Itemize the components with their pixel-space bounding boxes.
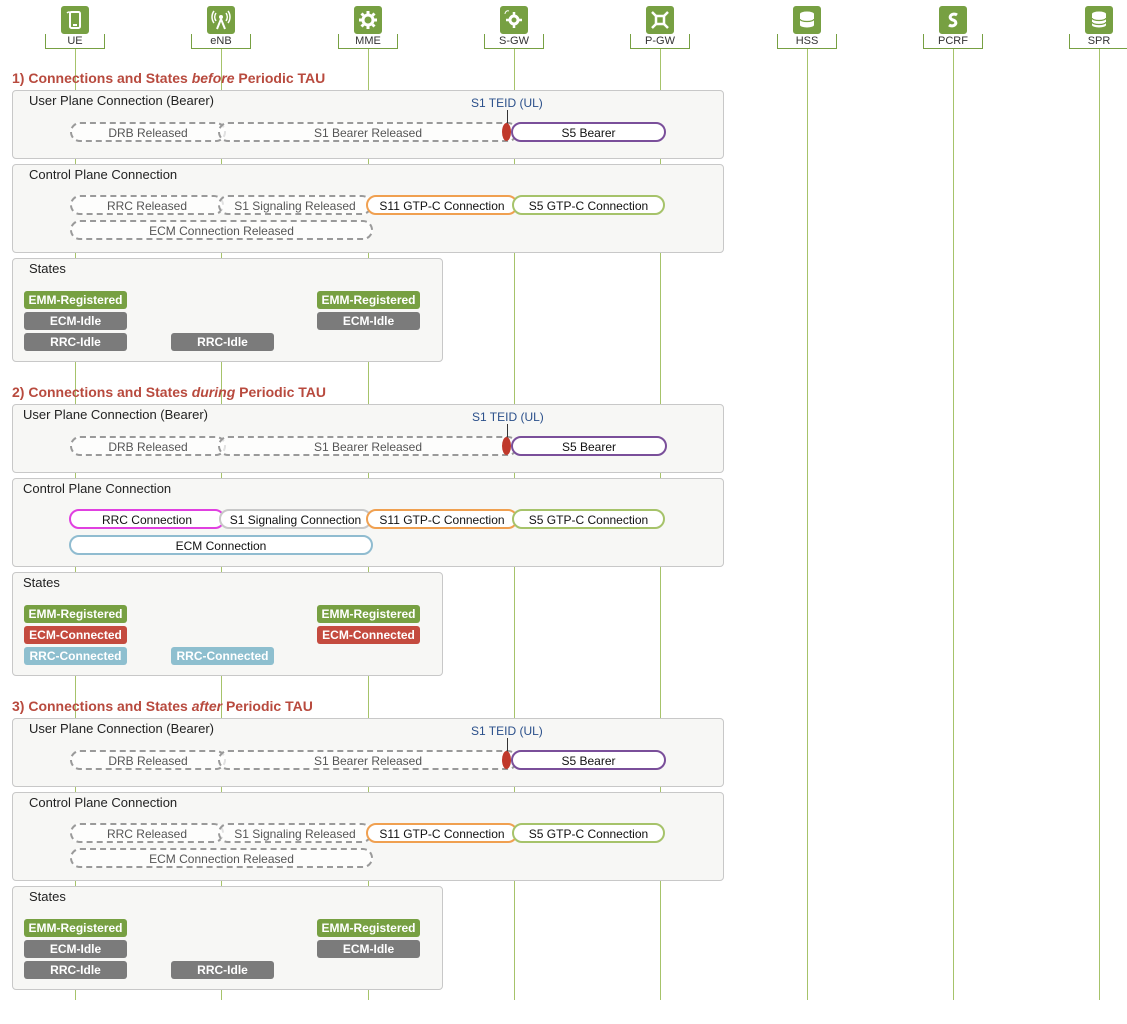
s1-signaling-pipe: S1 Signaling Released	[218, 195, 372, 215]
s11-gtpc-pipe: S11 GTP-C Connection	[366, 509, 518, 529]
user-plane-title: User Plane Connection (Bearer)	[29, 721, 214, 736]
s11-gtpc-pipe: S11 GTP-C Connection	[366, 195, 518, 215]
teid-arrow	[507, 424, 508, 438]
enb-rrc-badge: RRC-Idle	[171, 961, 274, 979]
node-label-mme: MME	[338, 34, 398, 49]
ecm-pipe: ECM Connection Released	[70, 220, 373, 240]
states-title: States	[29, 261, 66, 276]
s5-bearer-pipe: S5 Bearer	[511, 122, 666, 142]
ue-ecm-badge: ECM-Idle	[24, 312, 127, 330]
section-title: 3) Connections and States after Periodic…	[12, 698, 313, 714]
states-title: States	[29, 889, 66, 904]
node-label-pcrf: PCRF	[923, 34, 983, 49]
mme-gear-icon	[354, 6, 382, 34]
pgw-gear-icon	[646, 6, 674, 34]
section-title: 1) Connections and States before Periodi…	[12, 70, 326, 86]
lifeline-hss	[807, 48, 808, 1000]
s5-gtpc-pipe: S5 GTP-C Connection	[512, 509, 665, 529]
ue-rrc-badge: RRC-Idle	[24, 961, 127, 979]
s1-bearer-pipe: S1 Bearer Released	[218, 436, 518, 456]
node-label-pgw: P-GW	[630, 34, 690, 49]
node-label-hss: HSS	[777, 34, 837, 49]
enb-rrc-badge: RRC-Connected	[171, 647, 274, 665]
ue-ecm-badge: ECM-Connected	[24, 626, 127, 644]
ecm-pipe: ECM Connection Released	[70, 848, 373, 868]
node-label-spr: SPR	[1069, 34, 1127, 49]
s1-teid-label: S1 TEID (UL)	[472, 410, 544, 424]
s1-signaling-pipe: S1 Signaling Released	[218, 823, 372, 843]
ue-emm-badge: EMM-Registered	[24, 919, 127, 937]
control-plane-title: Control Plane Connection	[29, 167, 178, 182]
spr-database-icon	[1085, 6, 1113, 34]
control-plane-title: Control Plane Connection	[29, 795, 178, 810]
enb-rrc-badge: RRC-Idle	[171, 333, 274, 351]
mme-emm-badge: EMM-Registered	[317, 919, 420, 937]
section-title: 2) Connections and States during Periodi…	[12, 384, 327, 400]
node-label-sgw: S-GW	[484, 34, 544, 49]
ue-phone-icon	[61, 6, 89, 34]
s1-bearer-pipe: S1 Bearer Released	[218, 122, 518, 142]
hss-database-icon	[793, 6, 821, 34]
mme-emm-badge: EMM-Registered	[317, 291, 420, 309]
s5-gtpc-pipe: S5 GTP-C Connection	[512, 195, 665, 215]
lifeline-pcrf	[953, 48, 954, 1000]
node-label-ue: UE	[45, 34, 105, 49]
states-title: States	[23, 575, 60, 590]
user-plane-title: User Plane Connection (Bearer)	[23, 407, 208, 422]
s11-gtpc-pipe: S11 GTP-C Connection	[366, 823, 518, 843]
rrc-pipe: RRC Connection	[69, 509, 225, 529]
mme-ecm-badge: ECM-Idle	[317, 940, 420, 958]
drb-pipe: DRB Released	[70, 750, 226, 770]
s1-bearer-pipe: S1 Bearer Released	[218, 750, 518, 770]
rrc-pipe: RRC Released	[70, 195, 224, 215]
teid-arrow	[507, 738, 508, 752]
node-label-enb: eNB	[191, 34, 251, 49]
ue-ecm-badge: ECM-Idle	[24, 940, 127, 958]
ue-rrc-badge: RRC-Idle	[24, 333, 127, 351]
s1-teid-label: S1 TEID (UL)	[471, 724, 543, 738]
s5-bearer-pipe: S5 Bearer	[511, 750, 666, 770]
s5-bearer-pipe: S5 Bearer	[511, 436, 667, 456]
ecm-pipe: ECM Connection	[69, 535, 373, 555]
ue-emm-badge: EMM-Registered	[24, 291, 127, 309]
rrc-pipe: RRC Released	[70, 823, 224, 843]
mme-ecm-badge: ECM-Connected	[317, 626, 420, 644]
mme-emm-badge: EMM-Registered	[317, 605, 420, 623]
ue-rrc-badge: RRC-Connected	[24, 647, 127, 665]
teid-endpoint	[502, 751, 511, 769]
sgw-gear-icon	[500, 6, 528, 34]
drb-pipe: DRB Released	[70, 436, 226, 456]
s1-signaling-pipe: S1 Signaling Connection	[219, 509, 372, 529]
teid-endpoint	[502, 123, 511, 141]
lifeline-spr	[1099, 48, 1100, 1000]
enb-antenna-icon	[207, 6, 235, 34]
user-plane-title: User Plane Connection (Bearer)	[29, 93, 214, 108]
teid-endpoint	[502, 437, 511, 455]
s1-teid-label: S1 TEID (UL)	[471, 96, 543, 110]
ue-emm-badge: EMM-Registered	[24, 605, 127, 623]
control-plane-title: Control Plane Connection	[23, 481, 172, 496]
mme-ecm-badge: ECM-Idle	[317, 312, 420, 330]
teid-arrow	[507, 110, 508, 124]
s5-gtpc-pipe: S5 GTP-C Connection	[512, 823, 665, 843]
drb-pipe: DRB Released	[70, 122, 226, 142]
pcrf-s-icon	[939, 6, 967, 34]
